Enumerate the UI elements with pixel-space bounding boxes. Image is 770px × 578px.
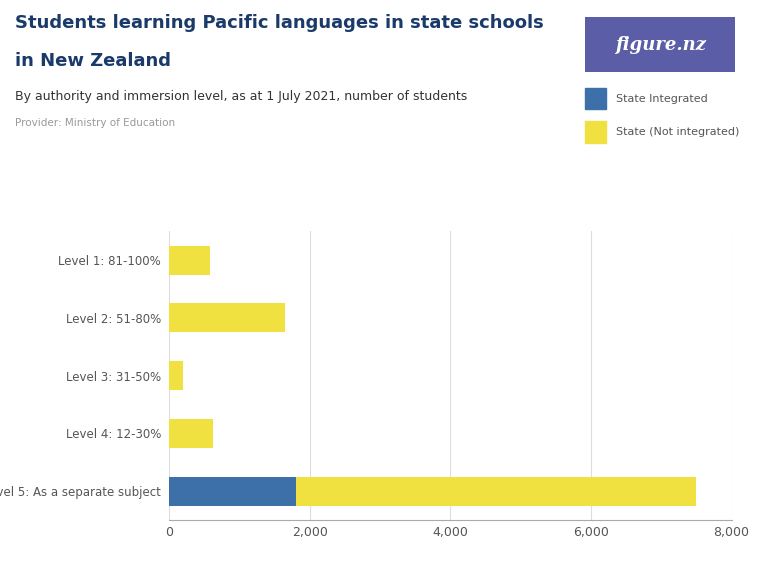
Text: State (Not integrated): State (Not integrated) xyxy=(616,127,739,137)
Bar xyxy=(169,303,286,332)
Bar xyxy=(169,477,296,506)
Bar xyxy=(169,361,183,390)
Bar xyxy=(296,477,696,506)
Text: State Integrated: State Integrated xyxy=(616,94,708,104)
Bar xyxy=(585,121,605,143)
Bar xyxy=(169,419,213,448)
Text: By authority and immersion level, as at 1 July 2021, number of students: By authority and immersion level, as at … xyxy=(15,90,467,102)
Bar xyxy=(585,88,605,109)
Bar xyxy=(169,246,210,275)
Text: Provider: Ministry of Education: Provider: Ministry of Education xyxy=(15,118,176,128)
Text: Students learning Pacific languages in state schools: Students learning Pacific languages in s… xyxy=(15,14,544,32)
Text: in New Zealand: in New Zealand xyxy=(15,52,172,70)
Text: figure.nz: figure.nz xyxy=(614,36,706,54)
